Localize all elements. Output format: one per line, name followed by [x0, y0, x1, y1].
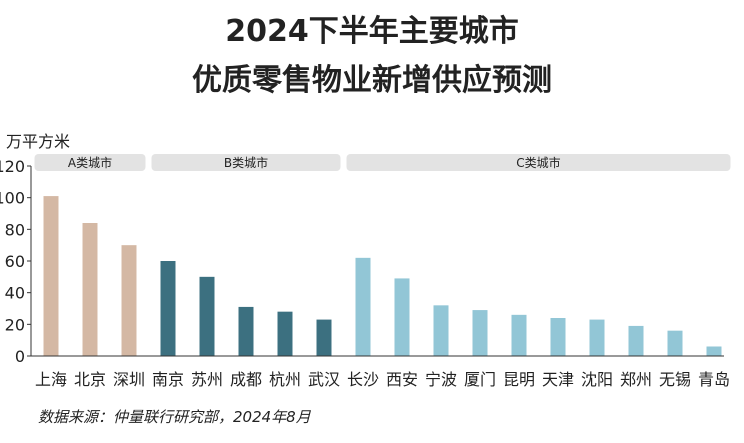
group-band	[346, 154, 731, 171]
x-tick-label: 厦门	[464, 370, 496, 389]
bar	[316, 319, 332, 356]
bar	[472, 310, 488, 356]
bar	[433, 305, 449, 356]
y-tick-label: 20	[5, 315, 25, 334]
bar	[43, 196, 59, 356]
group-label: C类城市	[516, 155, 560, 170]
x-tick-label: 成都	[230, 370, 262, 389]
bar	[238, 306, 254, 356]
x-tick-label: 无锡	[659, 370, 691, 389]
x-tick-label: 沈阳	[581, 370, 613, 389]
y-tick-label: 40	[5, 284, 25, 303]
chart-title-line1: 2024下半年主要城市	[225, 14, 519, 49]
bar	[121, 245, 137, 356]
x-tick-label: 天津	[542, 370, 574, 389]
source-note: 数据来源：仲量联行研究部，2024年8月	[38, 408, 311, 426]
bar	[199, 276, 215, 356]
group-label: A类城市	[68, 155, 112, 170]
x-tick-label: 长沙	[347, 370, 379, 389]
bar	[550, 318, 566, 356]
bar	[355, 257, 371, 356]
bar	[394, 278, 410, 356]
x-tick-label: 杭州	[269, 370, 301, 389]
y-tick-label: 60	[5, 252, 25, 271]
y-tick-label: 100	[0, 189, 25, 208]
x-tick-label: 苏州	[191, 370, 223, 389]
bar	[160, 261, 176, 356]
x-tick-label: 西安	[386, 370, 418, 389]
y-tick-label: 80	[5, 220, 25, 239]
bar	[589, 319, 605, 356]
x-tick-label: 郑州	[620, 370, 652, 389]
bar	[511, 314, 527, 356]
bar	[82, 223, 98, 356]
bar	[667, 330, 683, 356]
x-tick-label: 南京	[152, 370, 184, 389]
bar	[706, 346, 722, 356]
bar	[277, 311, 293, 356]
group-band	[151, 154, 341, 171]
y-tick-label: 120	[0, 157, 25, 176]
y-tick-label: 0	[15, 347, 25, 366]
x-tick-label: 青岛	[698, 370, 730, 389]
x-tick-label: 上海	[35, 370, 67, 389]
x-tick-label: 宁波	[425, 370, 457, 389]
group-band	[34, 154, 146, 171]
chart-title-line2: 优质零售物业新增供应预测	[192, 63, 552, 98]
x-tick-label: 深圳	[113, 370, 145, 389]
group-label: B类城市	[224, 155, 268, 170]
y-axis-title: 万平方米	[6, 132, 70, 151]
x-tick-label: 昆明	[503, 370, 535, 389]
bar	[628, 325, 644, 356]
x-tick-label: 北京	[74, 370, 106, 389]
x-tick-label: 武汉	[308, 370, 340, 389]
